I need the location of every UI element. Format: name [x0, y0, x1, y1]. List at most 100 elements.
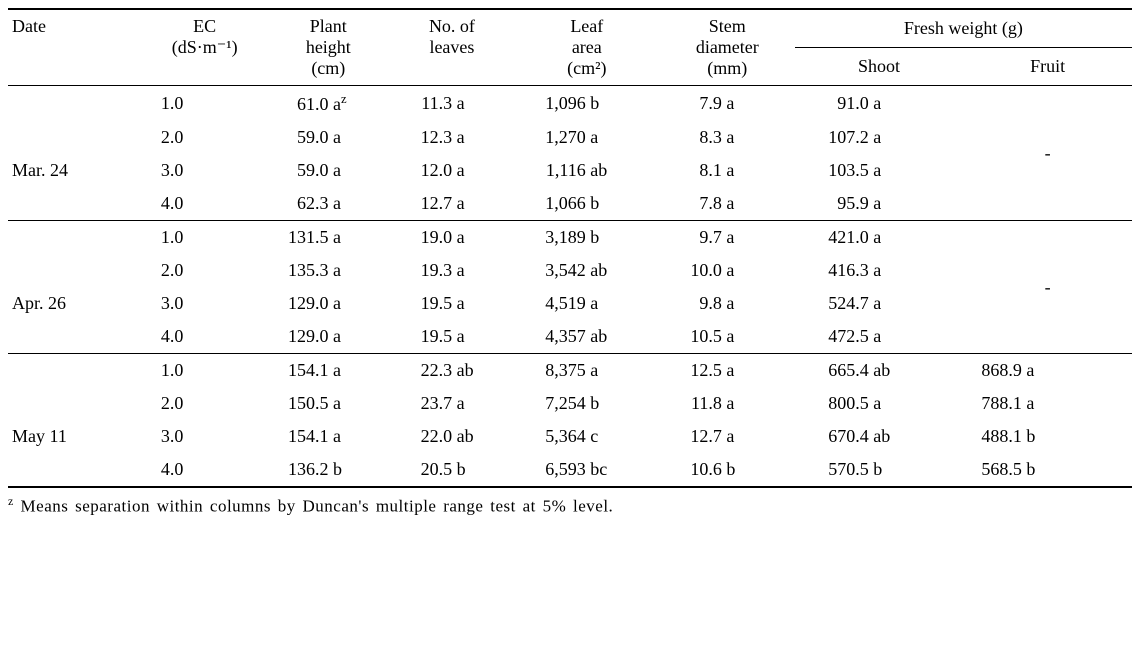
- date-cell-empty: [8, 221, 143, 288]
- ec-cell: 2.0: [143, 254, 267, 287]
- leaf-area-cell: 6,593 bc: [514, 453, 660, 487]
- shoot-cell: 472.5 a: [795, 320, 964, 354]
- plant-height-cell: 150.5 a: [267, 387, 391, 420]
- plant-height-cell: 129.0 a: [267, 320, 391, 354]
- stem-diameter-cell: 8.3 a: [660, 121, 795, 154]
- no-leaves-cell: 12.0 a: [390, 154, 514, 187]
- stem-diameter-cell: 10.0 a: [660, 254, 795, 287]
- date-cell: Apr. 26: [8, 287, 143, 354]
- date-cell-empty: [8, 354, 143, 421]
- no-leaves-cell: 20.5 b: [390, 453, 514, 487]
- plant-height-cell: 61.0 az: [267, 86, 391, 122]
- stem-diameter-cell: 10.6 b: [660, 453, 795, 487]
- ec-cell: 2.0: [143, 387, 267, 420]
- fruit-cell: 488.1 b: [963, 420, 1132, 453]
- ec-cell: 3.0: [143, 287, 267, 320]
- fruit-cell: 568.5 b: [963, 453, 1132, 487]
- plant-height-cell: 154.1 a: [267, 420, 391, 453]
- shoot-cell: 800.5 a: [795, 387, 964, 420]
- stem-diameter-cell: 7.9 a: [660, 86, 795, 122]
- shoot-cell: 416.3 a: [795, 254, 964, 287]
- footnote: z Means separation within columns by Dun…: [8, 487, 1132, 517]
- col-stem-diameter: Stemdiameter(mm): [660, 9, 795, 86]
- footnote-text: Means separation within columns by Dunca…: [14, 497, 614, 516]
- fruit-cell: 788.1 a: [963, 387, 1132, 420]
- date-cell: Mar. 24: [8, 154, 143, 221]
- stem-diameter-cell: 9.8 a: [660, 287, 795, 320]
- leaf-area-cell: 8,375 a: [514, 354, 660, 388]
- ec-cell: 3.0: [143, 420, 267, 453]
- no-leaves-cell: 12.3 a: [390, 121, 514, 154]
- plant-height-cell: 154.1 a: [267, 354, 391, 388]
- ec-cell: 1.0: [143, 221, 267, 255]
- stem-diameter-cell: 12.7 a: [660, 420, 795, 453]
- data-table: Date EC(dS·m⁻¹) Plantheight(cm) No. ofle…: [8, 8, 1132, 487]
- ec-cell: 4.0: [143, 320, 267, 354]
- leaf-area-cell: 5,364 c: [514, 420, 660, 453]
- shoot-cell: 665.4 ab: [795, 354, 964, 388]
- shoot-cell: 524.7 a: [795, 287, 964, 320]
- shoot-cell: 95.9 a: [795, 187, 964, 221]
- ec-cell: 4.0: [143, 453, 267, 487]
- plant-height-cell: 129.0 a: [267, 287, 391, 320]
- leaf-area-cell: 1,270 a: [514, 121, 660, 154]
- shoot-cell: 421.0 a: [795, 221, 964, 255]
- table-header: Date EC(dS·m⁻¹) Plantheight(cm) No. ofle…: [8, 9, 1132, 86]
- shoot-cell: 103.5 a: [795, 154, 964, 187]
- stem-diameter-cell: 8.1 a: [660, 154, 795, 187]
- no-leaves-cell: 19.5 a: [390, 287, 514, 320]
- fruit-cell: 868.9 a: [963, 354, 1132, 388]
- leaf-area-cell: 3,189 b: [514, 221, 660, 255]
- leaf-area-cell: 1,096 b: [514, 86, 660, 122]
- leaf-area-cell: 1,116 ab: [514, 154, 660, 187]
- no-leaves-cell: 19.5 a: [390, 320, 514, 354]
- table-row: 1.0131.5 a19.0 a3,189 b9.7 a421.0 a-: [8, 221, 1132, 255]
- table-body: 1.061.0 az11.3 a1,096 b7.9 a91.0 a-2.059…: [8, 86, 1132, 487]
- leaf-area-cell: 3,542 ab: [514, 254, 660, 287]
- fruit-cell-dash: -: [963, 86, 1132, 221]
- no-leaves-cell: 22.3 ab: [390, 354, 514, 388]
- date-cell-empty: [8, 86, 143, 155]
- leaf-area-cell: 4,519 a: [514, 287, 660, 320]
- shoot-cell: 670.4 ab: [795, 420, 964, 453]
- leaf-area-cell: 7,254 b: [514, 387, 660, 420]
- col-no-leaves: No. ofleaves: [390, 9, 514, 86]
- col-date: Date: [8, 9, 143, 86]
- table-row: 4.0136.2 b20.5 b6,593 bc10.6 b570.5 b568…: [8, 453, 1132, 487]
- no-leaves-cell: 19.3 a: [390, 254, 514, 287]
- col-plant-height: Plantheight(cm): [267, 9, 391, 86]
- plant-height-cell: 135.3 a: [267, 254, 391, 287]
- table-row: May 113.0154.1 a22.0 ab5,364 c12.7 a670.…: [8, 420, 1132, 453]
- no-leaves-cell: 12.7 a: [390, 187, 514, 221]
- plant-height-cell: 59.0 a: [267, 121, 391, 154]
- table-row: 1.0154.1 a22.3 ab8,375 a12.5 a665.4 ab86…: [8, 354, 1132, 388]
- stem-diameter-cell: 7.8 a: [660, 187, 795, 221]
- col-shoot: Shoot: [795, 48, 964, 86]
- no-leaves-cell: 11.3 a: [390, 86, 514, 122]
- stem-diameter-cell: 10.5 a: [660, 320, 795, 354]
- shoot-cell: 91.0 a: [795, 86, 964, 122]
- plant-height-cell: 59.0 a: [267, 154, 391, 187]
- ec-cell: 1.0: [143, 354, 267, 388]
- table-row: 1.061.0 az11.3 a1,096 b7.9 a91.0 a-: [8, 86, 1132, 122]
- stem-diameter-cell: 11.8 a: [660, 387, 795, 420]
- plant-height-cell: 62.3 a: [267, 187, 391, 221]
- stem-diameter-cell: 9.7 a: [660, 221, 795, 255]
- plant-height-cell: 136.2 b: [267, 453, 391, 487]
- no-leaves-cell: 19.0 a: [390, 221, 514, 255]
- ec-cell: 4.0: [143, 187, 267, 221]
- shoot-cell: 570.5 b: [795, 453, 964, 487]
- shoot-cell: 107.2 a: [795, 121, 964, 154]
- ec-cell: 1.0: [143, 86, 267, 122]
- stem-diameter-cell: 12.5 a: [660, 354, 795, 388]
- date-cell: May 11: [8, 420, 143, 487]
- ec-cell: 2.0: [143, 121, 267, 154]
- leaf-area-cell: 4,357 ab: [514, 320, 660, 354]
- col-leaf-area: Leafarea(cm²): [514, 9, 660, 86]
- fruit-cell-dash: -: [963, 221, 1132, 354]
- no-leaves-cell: 22.0 ab: [390, 420, 514, 453]
- no-leaves-cell: 23.7 a: [390, 387, 514, 420]
- col-ec: EC(dS·m⁻¹): [143, 9, 267, 86]
- col-fresh-weight: Fresh weight (g): [795, 9, 1132, 48]
- col-fruit: Fruit: [963, 48, 1132, 86]
